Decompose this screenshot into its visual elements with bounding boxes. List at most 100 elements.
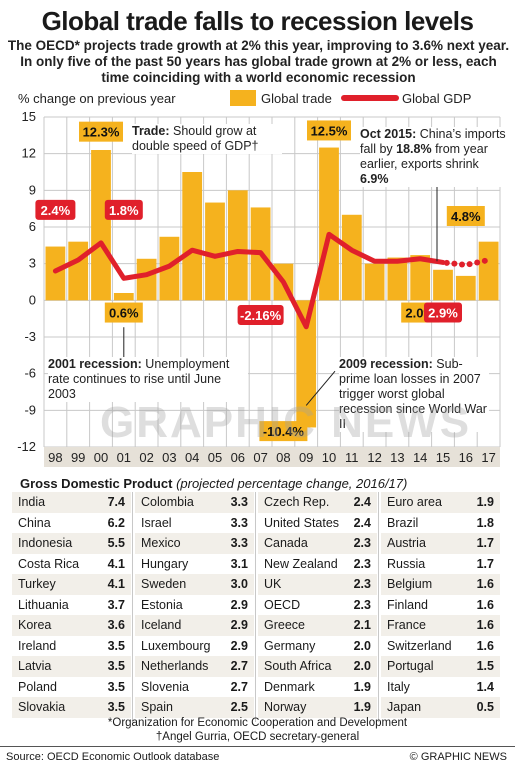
x-tick-label: 03 [162,450,176,465]
trade-bar [319,147,339,301]
country-name: Portugal [387,659,434,673]
trade-bar [182,172,203,301]
country-name: Costa Rica [18,556,80,571]
annotation-trade: Trade: Should grow at double speed of GD… [132,124,282,154]
gdp-table-row: Czech Rep. 2.4 [258,492,377,513]
gdp-table-row: Canada 2.3 [258,533,377,554]
gdp-value: 2.3 [353,597,371,612]
gdp-value: 0.5 [476,700,494,714]
gdp-table-row: UK 2.3 [258,574,377,595]
country-name: Turkey [18,577,56,591]
gdp-value: 3.3 [230,536,248,550]
trade-bar [227,190,248,301]
annotation-2001-recession: 2001 recession: Unemployment rate contin… [48,357,248,402]
country-name: Latvia [18,659,52,673]
gdp-projection-dot [466,261,473,268]
gdp-table-row: Estonia 2.9 [135,595,254,616]
gdp-table-row: Ireland 3.5 [12,636,131,657]
gdp-value: 7.4 [107,495,125,509]
gdp-value: 2.9 [230,597,248,612]
gdp-value: 3.5 [107,700,125,714]
country-name: Japan [387,700,422,714]
annotation-oct-2015: Oct 2015: China’s imports fall by 18.8% … [360,127,510,187]
legend-swatch-trade [230,90,256,106]
gdp-value: 3.3 [230,495,248,509]
x-tick-label: 11 [345,450,359,465]
gdp-table-row: Costa Rica 4.1 [12,554,131,575]
page-title: Global trade falls to recession levels [41,6,474,36]
country-name: Ireland [18,638,57,653]
gdp-table-row: Greece 2.1 [258,615,377,636]
footer-divider [0,746,515,747]
x-tick-label: 02 [139,450,153,465]
footnote-gurria: †Angel Gurria, OECD secretary-general [155,731,360,743]
country-name: Colombia [141,495,194,509]
country-name: Hungary [141,556,189,571]
gdp-table-row: Euro area 1.9 [381,492,500,513]
column-divider [132,492,133,722]
data-label-box [104,199,143,220]
gdp-value: 2.9 [230,618,248,632]
gdp-table-row: Slovakia 3.5 [12,697,131,718]
gdp-table-row: Slovenia 2.7 [135,677,254,698]
gdp-projection-dot [443,259,450,266]
country-name: UK [264,577,282,591]
y-tick-label: 15 [22,109,36,124]
x-tick-label: 14 [413,450,427,465]
x-tick-label: 10 [322,450,336,465]
legend-label-gdp: Global GDP [402,91,471,106]
gdp-value: 5.5 [107,536,125,550]
gdp-table-row: Poland 3.5 [12,677,131,698]
country-name: Brazil [387,515,419,530]
watermark: GRAPHIC NEWS [100,398,472,447]
data-label-box [35,199,76,220]
gdp-value: 2.4 [353,495,371,509]
data-label: 12.5% [311,123,348,138]
gdp-table-row: United States 2.4 [258,513,377,534]
country-name: Netherlands [141,659,209,673]
data-label-box [446,206,485,226]
gdp-value: 1.6 [476,577,494,591]
gdp-projection-dot [459,261,465,268]
gdp-table-row: Luxembourg 2.9 [135,636,254,657]
gdp-value: 2.3 [353,556,371,571]
x-tick-label: 12 [367,450,381,465]
gdp-table-row: Italy 1.4 [381,677,500,698]
gdp-table-row: Lithuania 3.7 [12,595,131,616]
country-name: South Africa [264,659,332,673]
gdp-table-column: Czech Rep. 2.4 United States 2.4 Canada 2.3 Ne… [258,492,377,718]
gdp-value: 3.3 [230,515,248,530]
gdp-table-row: Denmark 1.9 [258,677,377,698]
data-label: 1.8% [109,203,139,218]
gdp-table-row: Spain 2.5 [135,697,254,718]
data-label-box [259,421,308,442]
data-label-box [104,302,143,323]
gdp-table-row: France 1.6 [381,615,500,636]
country-name: Luxembourg [141,638,211,653]
x-tick-label: 16 [459,450,473,465]
country-name: Czech Rep. [264,495,330,509]
source-credit: Source: OECD Economic Outlook database [6,751,220,763]
country-name: Belgium [387,577,433,591]
gdp-table-row: South Africa 2.0 [258,656,377,677]
country-name: United States [264,515,340,530]
trade-bar [410,255,431,301]
gdp-value: 2.3 [353,577,371,591]
country-name: Greece [264,618,305,632]
data-label: 2.4% [41,203,71,218]
data-label: 12.3% [83,125,120,140]
gdp-table-row: Brazil 1.8 [381,513,500,534]
country-name: Finland [387,597,428,612]
country-name: Lithuania [18,597,69,612]
gdp-value: 2.9 [230,638,248,653]
x-tick-label: 17 [481,450,495,465]
country-name: Denmark [264,679,315,694]
annotation-2009-recession: 2009 recession: Sub-prime loan losses in… [339,357,489,432]
gdp-projection-dot [474,259,481,266]
data-label: 4.8% [451,209,481,224]
gdp-value: 4.1 [107,577,125,591]
data-label: 2.9% [428,306,458,321]
gdp-value: 3.5 [107,679,125,694]
gdp-value: 1.4 [476,679,494,694]
x-tick-label: 15 [436,450,450,465]
